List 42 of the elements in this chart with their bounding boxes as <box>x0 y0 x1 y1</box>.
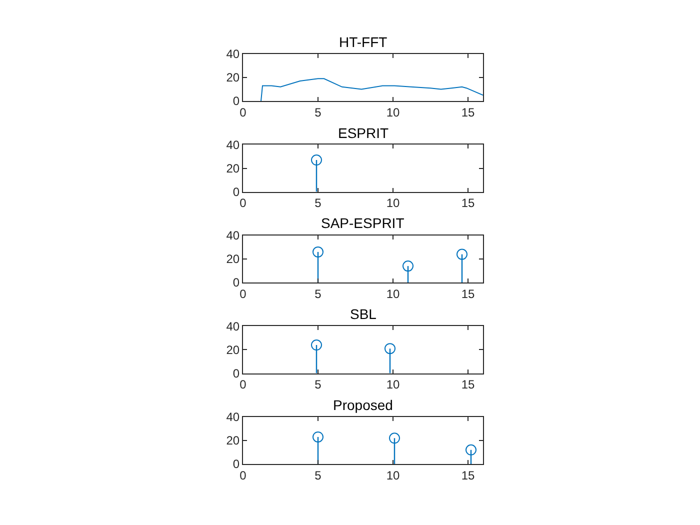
y-tick-label: 20 <box>226 252 240 266</box>
x-tick-label: 5 <box>314 468 322 482</box>
x-tick-label: 5 <box>314 378 322 392</box>
x-tick-label: 15 <box>461 468 475 482</box>
y-tick-label: 20 <box>226 70 240 85</box>
line-series <box>260 78 483 102</box>
y-tick-label: 0 <box>232 94 240 108</box>
point <box>389 432 400 444</box>
point <box>466 444 476 456</box>
point <box>456 248 468 260</box>
x-tick-label: 5 <box>314 105 322 120</box>
y-tick-label: 40 <box>226 47 240 62</box>
y-tick-label: 0 <box>232 276 240 290</box>
point <box>312 246 324 258</box>
x-tick-label: 5 <box>314 286 322 301</box>
x-tick-label: 10 <box>386 286 400 301</box>
y-tick-label: 40 <box>226 319 240 334</box>
point <box>402 260 414 272</box>
chart-title: HT-FFT <box>339 34 388 50</box>
y-tick-label: 0 <box>232 366 240 380</box>
x-tick-label: 10 <box>386 196 400 210</box>
chart-title: SBL <box>350 306 377 322</box>
x-tick-label: 15 <box>461 105 475 120</box>
y-tick-label: 20 <box>226 434 240 448</box>
y-tick-label: 40 <box>226 410 240 424</box>
y-tick-label: 0 <box>232 184 240 199</box>
x-tick-label: 15 <box>461 286 475 301</box>
chart-title: Proposed <box>333 397 393 413</box>
y-tick-label: 0 <box>232 457 240 472</box>
x-tick-label: 10 <box>386 468 400 482</box>
x-tick-label: 5 <box>314 196 322 210</box>
x-tick-label: 10 <box>386 105 400 120</box>
y-tick-label: 20 <box>226 342 240 357</box>
chart-title: ESPRIT <box>338 125 390 141</box>
y-tick-label: 20 <box>226 161 240 176</box>
x-tick-label: 10 <box>386 378 400 392</box>
x-tick-label: 15 <box>461 196 475 210</box>
point <box>312 431 324 442</box>
chart-title: SAP-ESPRIT <box>321 215 405 231</box>
y-tick-label: 40 <box>226 138 240 152</box>
y-tick-label: 40 <box>226 228 240 243</box>
x-tick-label: 15 <box>461 378 475 392</box>
